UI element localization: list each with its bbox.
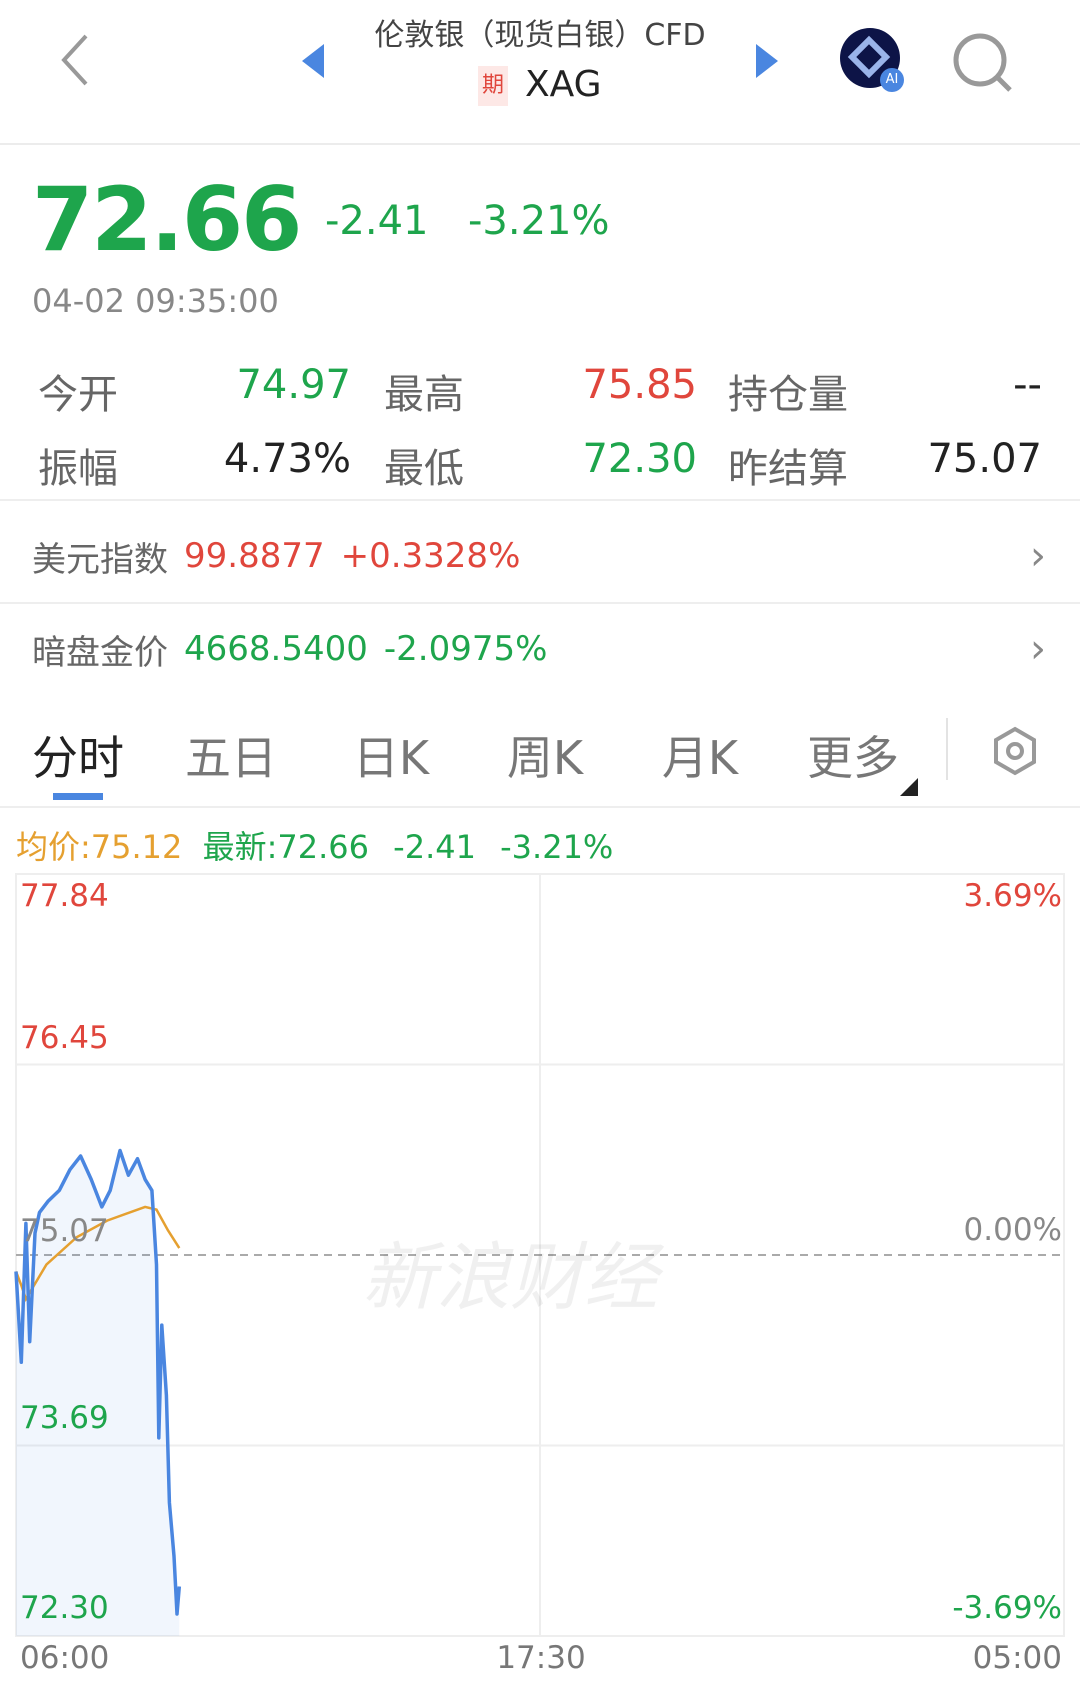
y-tick-right: 0.00% xyxy=(963,1212,1062,1248)
stat-label-open: 今开 xyxy=(38,372,118,418)
x-tick: 17:30 xyxy=(496,1640,586,1676)
last-price: 72.66 xyxy=(32,168,302,271)
stat-value-prev-settle: 75.07 xyxy=(927,436,1042,482)
stat-value-open: 74.97 xyxy=(236,362,351,408)
dark-gold-change: -2.0975% xyxy=(383,629,548,669)
chevron-right-icon: › xyxy=(1030,533,1046,579)
settings-hexagon-icon[interactable] xyxy=(990,726,1040,776)
usd-index-label: 美元指数 xyxy=(32,539,168,580)
dark-gold-value: 4668.5400 xyxy=(184,629,368,669)
related-usd-index[interactable]: 美元指数 99.8877 +0.3328% › xyxy=(0,510,1080,604)
dropdown-corner-icon xyxy=(900,778,918,796)
tab-monthly-k[interactable]: 月K xyxy=(661,731,739,785)
dark-gold-label: 暗盘金价 xyxy=(32,632,168,673)
legend-avg: 均价:75.12 xyxy=(16,828,183,866)
quote-time: 04-02 09:35:00 xyxy=(32,282,279,320)
legend-change-pct: -3.21% xyxy=(500,828,614,866)
tab-more[interactable]: 更多 xyxy=(807,731,899,785)
stat-label-high: 最高 xyxy=(384,372,464,418)
y-tick-left: 76.45 xyxy=(20,1020,109,1056)
y-tick-left: 73.69 xyxy=(20,1400,109,1436)
stat-value-high: 75.85 xyxy=(582,362,697,408)
tab-intraday[interactable]: 分时 xyxy=(32,731,124,785)
tab-five-day[interactable]: 五日 xyxy=(185,731,277,785)
y-tick-left: 75.07 xyxy=(20,1213,109,1249)
y-tick-left: 72.30 xyxy=(20,1590,109,1626)
price-line xyxy=(14,1148,182,1616)
price-change-pct: -3.21% xyxy=(468,198,610,244)
usd-index-change: +0.3328% xyxy=(340,536,521,576)
price-change: -2.41 xyxy=(325,198,429,244)
ai-label: AI xyxy=(880,68,904,92)
divider xyxy=(0,499,1080,501)
stat-value-amplitude: 4.73% xyxy=(223,436,351,482)
legend-latest: 最新:72.66 xyxy=(202,828,369,866)
search-icon[interactable] xyxy=(950,30,1016,96)
usd-index-value: 99.8877 xyxy=(184,536,325,576)
tab-weekly-k[interactable]: 周K xyxy=(506,731,584,785)
instrument-symbol: XAG xyxy=(525,64,602,105)
active-tab-indicator xyxy=(53,793,103,800)
divider xyxy=(0,806,1080,808)
watermark: 新浪财经 xyxy=(362,1235,658,1321)
stat-label-prev-settle: 昨结算 xyxy=(728,446,848,492)
chevron-right-icon: › xyxy=(1030,626,1046,672)
futures-badge: 期 xyxy=(478,66,508,106)
ai-assistant-button[interactable]: AI xyxy=(840,28,904,92)
chart-legend: 均价:75.12 最新:72.66 -2.41 -3.21% xyxy=(16,822,613,868)
tab-daily-k[interactable]: 日K xyxy=(352,731,430,785)
y-tick-left: 77.84 xyxy=(20,878,109,914)
stat-label-open-interest: 持仓量 xyxy=(728,372,848,418)
stat-label-amplitude: 振幅 xyxy=(38,446,118,492)
tab-separator xyxy=(946,718,948,780)
instrument-title: 伦敦银（现货白银）CFD xyxy=(374,18,706,53)
back-chevron-icon[interactable] xyxy=(58,32,92,88)
y-tick-right: -3.69% xyxy=(952,1590,1062,1626)
prev-triangle-icon[interactable] xyxy=(302,44,326,78)
next-triangle-icon[interactable] xyxy=(754,44,778,78)
stat-value-open-interest: -- xyxy=(1013,362,1042,408)
stat-value-low: 72.30 xyxy=(582,436,697,482)
y-tick-right: 3.69% xyxy=(963,878,1062,914)
x-tick: 05:00 xyxy=(972,1640,1062,1676)
x-tick: 06:00 xyxy=(20,1640,110,1676)
legend-change: -2.41 xyxy=(393,828,476,866)
price-area xyxy=(16,1150,180,1636)
stat-label-low: 最低 xyxy=(384,446,464,492)
related-dark-gold[interactable]: 暗盘金价 4668.5400 -2.0975% › xyxy=(0,604,1080,694)
top-bar: 伦敦银（现货白银）CFD 期 XAG AI xyxy=(0,0,1080,145)
